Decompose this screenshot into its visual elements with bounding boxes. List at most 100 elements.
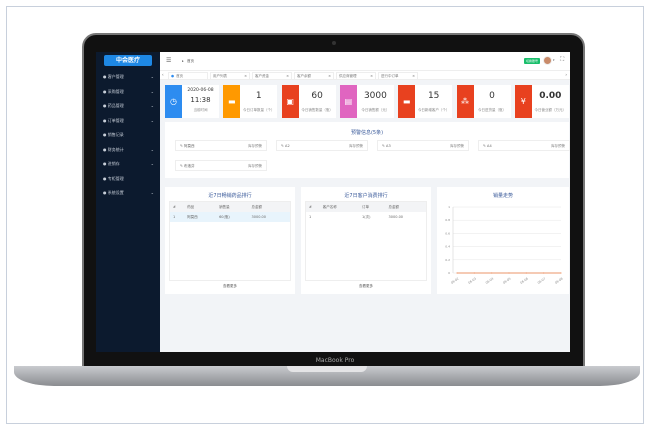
stat-label: 今日订单数量（个） <box>243 108 275 112</box>
tab[interactable]: 用户列表 × <box>210 72 250 80</box>
fullscreen-icon[interactable]: ⛶ <box>560 56 565 63</box>
sidebar-item[interactable]: ● 药品管理 ⌄ <box>96 100 160 112</box>
x-tick-label: 06-06 <box>519 276 529 284</box>
pencil-icon: ✎ <box>180 164 185 168</box>
tab[interactable]: 客户余额 × <box>294 72 334 80</box>
y-tick-label: 0.4 <box>445 245 450 249</box>
table-header: # 客户名称 订单 总金额 <box>306 202 426 212</box>
column-header: 总金额 <box>248 202 290 212</box>
avatar[interactable] <box>543 56 552 65</box>
warning-status: 库存预警 <box>349 144 363 148</box>
switch-account-button[interactable]: 切换账号 <box>524 58 540 64</box>
column-header: # <box>306 202 320 212</box>
sidebar-item-label: 财务统计 <box>107 146 124 152</box>
close-icon[interactable]: × <box>244 73 247 78</box>
data-point <box>560 272 562 274</box>
clipboard-icon: ▣ <box>281 85 299 118</box>
sidebar-item[interactable]: ● 客户管理 ⌄ <box>96 71 160 83</box>
chevron-down-icon: ⌄ <box>150 117 154 123</box>
y-tick-label: 0 <box>448 271 450 275</box>
warning-item[interactable]: ✎ A4 库存预警 <box>478 140 570 151</box>
stat-label: 今日营业额（万元） <box>534 108 567 112</box>
sidebar-item[interactable]: ● 采购管理 ⌄ <box>96 86 160 98</box>
sidebar-item[interactable]: ● 专柜管理 <box>96 173 160 185</box>
stat-card: ▬ 15 今日新增客户（个） <box>398 85 453 118</box>
stat-card: ⁂ 0 今日进货量（瓶） <box>456 85 511 118</box>
sidebar-item-label: 客户管理 <box>107 74 124 79</box>
table-cell: 1 <box>309 215 312 219</box>
warning-status: 库存预警 <box>450 144 464 148</box>
view-more-link[interactable]: 查看更多 <box>359 284 373 288</box>
tab[interactable]: ● 首页 <box>168 72 208 80</box>
close-icon[interactable]: × <box>286 73 289 78</box>
sidebar-item[interactable]: ● 财务统计 ⌄ <box>96 144 160 156</box>
warning-item[interactable]: ✎ 阿莫西 库存预警 <box>175 140 267 151</box>
stat-label: 今日销售额（元） <box>361 108 390 112</box>
cart-icon: ● <box>103 88 108 94</box>
order-icon: ● <box>103 117 108 123</box>
users-icon: ● <box>103 74 108 79</box>
sidebar-item-label: 专柜管理 <box>107 175 124 181</box>
stat-date: 2020-06-08 <box>187 88 214 93</box>
sidebar-item[interactable]: ● 进销存 ⌄ <box>96 158 160 170</box>
tab-scroll-right-icon[interactable]: › <box>565 72 567 77</box>
x-tick-label: 06-03 <box>467 276 477 284</box>
tab-label: 客户余额 <box>297 73 311 78</box>
tab-label: 客户资金 <box>255 73 269 78</box>
warning-item[interactable]: ✎ A2 库存预警 <box>276 140 368 151</box>
x-tick-label: 06-07 <box>537 276 547 284</box>
drug-rank-table: # 药品 销售量 总金额 1 阿莫西 60(瓶) 3000.00 <box>169 201 291 281</box>
tab-scroll-left-icon[interactable]: ‹ <box>162 72 164 77</box>
table-cell: 1(次) <box>362 214 371 219</box>
sidebar-item[interactable]: ● 订单管理 ⌄ <box>96 115 160 127</box>
logo: 中会医疗 <box>104 55 152 66</box>
pencil-icon: ✎ <box>483 144 488 148</box>
tab[interactable]: 进行中订单 × <box>378 72 418 80</box>
table-row[interactable]: 1 阿莫西 60(瓶) 3000.00 <box>170 212 290 222</box>
data-point <box>491 272 493 274</box>
y-tick-label: 0.2 <box>445 258 450 262</box>
column-header: 总金额 <box>385 202 426 212</box>
pencil-icon: ✎ <box>281 144 286 148</box>
warning-item[interactable]: ✎ 布洛芬 库存预警 <box>175 160 267 171</box>
sidebar-item-label: 药品管理 <box>107 103 124 108</box>
stat-card: ¥0.00 今日营业额（万元） <box>514 85 569 118</box>
y-tick-label: 0.8 <box>445 218 450 222</box>
close-icon[interactable]: × <box>328 73 331 78</box>
breadcrumb-home[interactable]: 首页 <box>187 59 194 63</box>
stat-card: ▬ 1 今日订单数量（个） <box>223 85 278 118</box>
menu-toggle-icon[interactable]: ☰ <box>166 57 172 64</box>
view-more-link[interactable]: 查看更多 <box>223 284 237 288</box>
chevron-down-icon: ⌄ <box>150 161 154 166</box>
table-row[interactable]: 1 1(次) 3000.00 <box>306 212 426 222</box>
x-tick-label: 06-05 <box>502 276 512 284</box>
chevron-down-icon: ⌄ <box>150 190 154 195</box>
warning-name: A2 <box>285 144 290 148</box>
laptop-base <box>14 366 640 386</box>
close-icon[interactable]: × <box>412 73 415 78</box>
data-point <box>525 272 527 274</box>
finance-icon: ● <box>103 146 108 152</box>
data-point <box>473 272 475 274</box>
image-border <box>6 6 644 424</box>
warning-item[interactable]: ✎ A3 库存预警 <box>377 140 469 151</box>
stat-label: 今日新增客户（个） <box>417 108 450 112</box>
customer-rank-panel: 近7日客户消费排行 # 客户名称 订单 总金额 1 1(次) 3000.00 查看更多 <box>301 187 431 294</box>
customer-rank-title: 近7日客户消费排行 <box>344 193 388 199</box>
column-header: 客户名称 <box>319 202 360 212</box>
chevron-down-icon[interactable]: ▾ <box>553 58 555 62</box>
folder-icon: ▬ <box>223 85 241 118</box>
sidebar-item[interactable]: ● 系统设置 ⌄ <box>96 187 160 199</box>
stat-value: 60 <box>311 91 323 101</box>
tab[interactable]: 供应商管理 × <box>336 72 376 80</box>
sidebar-item-label: 进销存 <box>107 161 120 166</box>
warning-name: 布洛芬 <box>184 164 195 168</box>
chart-title: 销量走势 <box>492 193 513 199</box>
sidebar: 中会医疗 ● 客户管理 ⌄ ● 采购管理 ⌄ ● 药品管理 ⌄ ● 订单管理 ⌄ ● 销售记录 ●… <box>96 52 160 352</box>
tab-label: 供应商管理 <box>339 73 357 78</box>
tab[interactable]: 客户资金 × <box>252 72 292 80</box>
close-icon[interactable]: × <box>370 73 373 78</box>
y-tick-label: 1 <box>448 205 450 209</box>
warning-name: A4 <box>487 144 492 148</box>
sidebar-item[interactable]: ● 销售记录 <box>96 129 160 141</box>
